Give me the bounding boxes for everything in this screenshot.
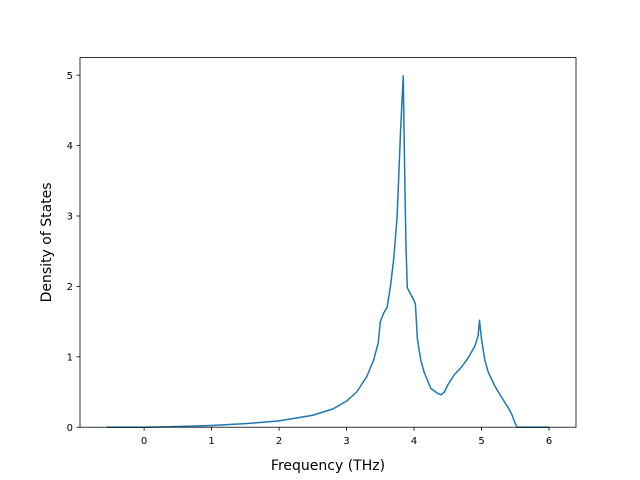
x-tick-label: 0	[141, 436, 147, 447]
y-tick-label: 5	[67, 71, 73, 82]
y-tick-label: 4	[67, 141, 73, 152]
y-tick-label: 0	[67, 423, 73, 434]
x-tick-label: 6	[546, 436, 552, 447]
series-group	[106, 75, 550, 428]
plot-background	[80, 57, 576, 428]
x-tick-label: 5	[478, 436, 484, 447]
tick-group: 0 1 2 3 4 5 6 0 1 2 3 4 5	[67, 71, 553, 447]
x-tick-label: 1	[208, 436, 214, 447]
y-tick-label: 1	[67, 352, 73, 363]
dos-series-line	[106, 75, 550, 428]
x-tick-label: 4	[411, 436, 417, 447]
x-tick-label: 3	[343, 436, 349, 447]
y-tick-label: 3	[67, 212, 73, 223]
plot-frame	[79, 57, 577, 428]
y-axis-label: Density of States	[39, 182, 55, 302]
x-axis-label: Frequency (THz)	[271, 458, 385, 474]
x-tick-label: 2	[276, 436, 282, 447]
y-tick-label: 2	[67, 282, 73, 293]
